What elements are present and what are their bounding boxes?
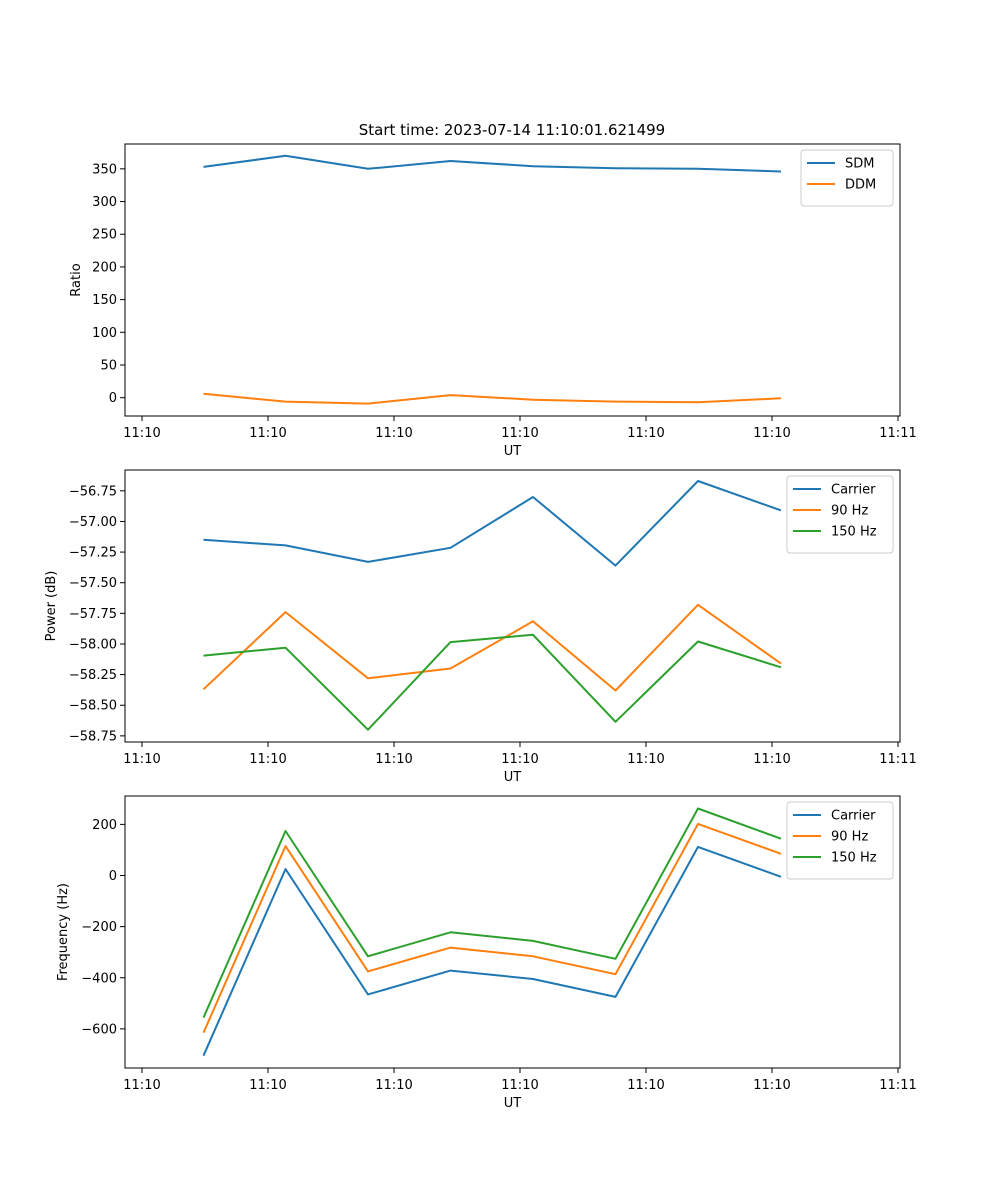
y-tick-label: 250 xyxy=(92,228,117,243)
y-tick-label: −58.50 xyxy=(69,699,117,714)
panel-2: 11:10 11:10 11:10 11:10 11:10 11:10 11:11 −58.7… xyxy=(44,469,917,785)
x-tick-label: 11:10 xyxy=(249,426,286,441)
x-tick-label: 11:10 xyxy=(501,426,538,441)
axes-frame xyxy=(124,795,901,1069)
y-tick-label: −58.00 xyxy=(69,637,117,652)
series-line-carrier xyxy=(203,480,782,567)
legend-label: 90 Hz xyxy=(831,504,868,519)
x-tick-label: 11:10 xyxy=(123,1078,160,1093)
y-tick-label: 350 xyxy=(92,162,117,177)
y-tick-label: −57.00 xyxy=(69,515,117,530)
x-tick-label: 11:10 xyxy=(627,426,664,441)
legend-label: 150 Hz xyxy=(831,851,877,866)
y-tick-label: 200 xyxy=(92,260,117,275)
panel-3: 11:10 11:10 11:10 11:10 11:10 11:10 11:11 −600 −… xyxy=(56,795,917,1111)
y-tick-label: 50 xyxy=(100,359,117,374)
legend-label: SDM xyxy=(845,157,874,172)
legend-label: Carrier xyxy=(831,483,876,498)
legend-label: Carrier xyxy=(831,809,876,824)
legend: SDM DDM xyxy=(800,149,894,207)
series-line-90-hz xyxy=(202,603,782,692)
x-axis-label: UT xyxy=(504,444,522,459)
legend-box xyxy=(786,801,894,880)
series-line-carrier xyxy=(202,845,782,1057)
series-line-sdm xyxy=(203,154,782,173)
y-axis-label: Frequency (Hz) xyxy=(56,883,71,981)
x-tick-label: 11:11 xyxy=(879,426,916,441)
chart-title: Start time: 2023-07-14 11:10:01.621499 xyxy=(359,121,665,139)
x-tick-label: 11:10 xyxy=(627,1078,664,1093)
x-tick-label: 11:10 xyxy=(375,752,412,767)
y-tick-label: 100 xyxy=(92,326,117,341)
y-tick-label: −400 xyxy=(81,971,117,986)
y-tick-label: −57.50 xyxy=(69,576,117,591)
legend-label: 150 Hz xyxy=(831,525,877,540)
x-tick-label: 11:10 xyxy=(753,752,790,767)
y-tick-label: −56.75 xyxy=(69,484,117,499)
x-axis-label: UT xyxy=(504,770,522,785)
y-tick-label: −57.25 xyxy=(69,546,117,561)
axes-frame xyxy=(124,143,901,417)
y-tick-label: −600 xyxy=(81,1022,117,1037)
series-line-90-hz xyxy=(202,822,782,1034)
y-tick-label: −57.75 xyxy=(69,607,117,622)
x-tick-label: 11:10 xyxy=(627,752,664,767)
x-tick-label: 11:11 xyxy=(879,752,916,767)
y-tick-label: −200 xyxy=(81,920,117,935)
legend-box xyxy=(786,475,894,554)
series-line-ddm xyxy=(203,392,782,405)
legend: Carrier 90 Hz 150 Hz xyxy=(786,801,894,880)
y-tick-label: 300 xyxy=(92,195,117,210)
y-axis-label: Ratio xyxy=(69,263,84,296)
x-tick-label: 11:11 xyxy=(879,1078,916,1093)
y-tick-label: 200 xyxy=(92,818,117,833)
legend: Carrier 90 Hz 150 Hz xyxy=(786,475,894,554)
series-line-150-hz xyxy=(202,807,782,1019)
x-tick-label: 11:10 xyxy=(501,752,538,767)
legend-label: 90 Hz xyxy=(831,830,868,845)
axes-frame xyxy=(124,469,901,743)
y-tick-label: −58.75 xyxy=(69,729,117,744)
y-tick-label: −58.25 xyxy=(69,668,117,683)
x-tick-label: 11:10 xyxy=(501,1078,538,1093)
x-tick-label: 11:10 xyxy=(123,426,160,441)
x-tick-label: 11:10 xyxy=(375,426,412,441)
x-tick-label: 11:10 xyxy=(123,752,160,767)
x-tick-label: 11:10 xyxy=(249,752,286,767)
legend-label: DDM xyxy=(845,178,876,193)
panel-1: 11:10 11:10 11:10 11:10 11:10 11:10 11:11 0 50 10… xyxy=(69,143,917,459)
x-tick-label: 11:10 xyxy=(375,1078,412,1093)
y-tick-label: 0 xyxy=(109,869,117,884)
x-tick-label: 11:10 xyxy=(753,1078,790,1093)
x-tick-label: 11:10 xyxy=(249,1078,286,1093)
y-tick-label: 150 xyxy=(92,293,117,308)
series-line-150-hz xyxy=(203,633,782,731)
y-axis-label: Power (dB) xyxy=(44,571,59,642)
x-tick-label: 11:10 xyxy=(753,426,790,441)
x-axis-label: UT xyxy=(504,1096,522,1111)
y-tick-label: 0 xyxy=(109,391,117,406)
